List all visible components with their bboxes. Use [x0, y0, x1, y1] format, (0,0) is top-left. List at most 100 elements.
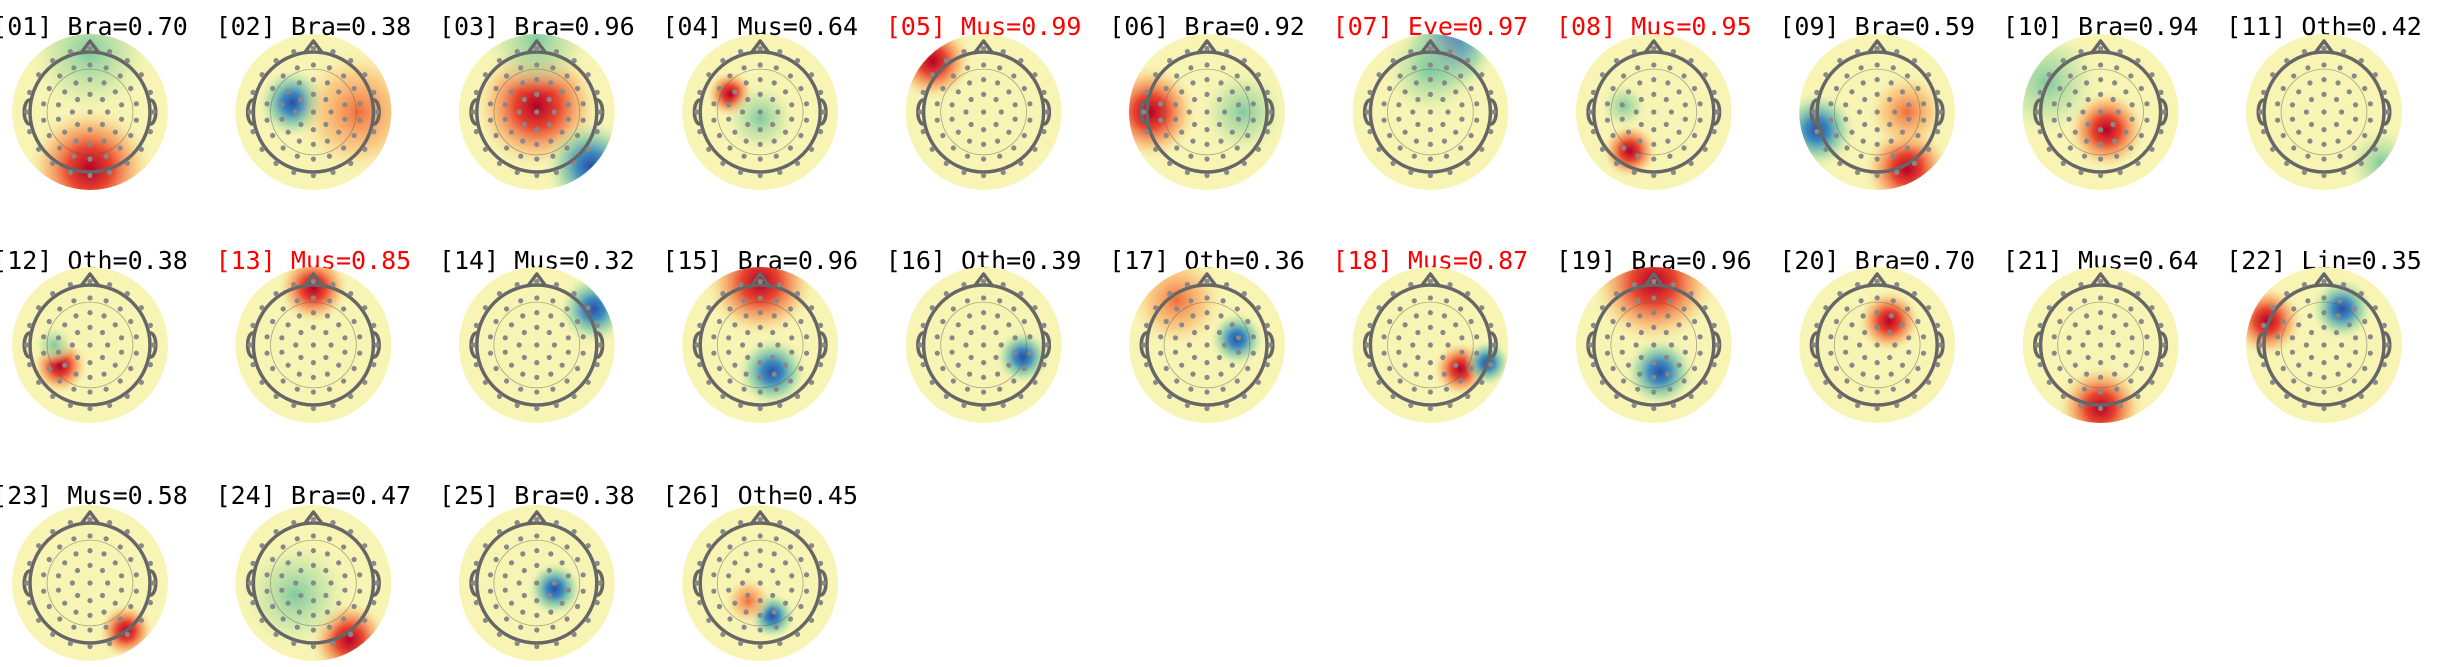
electrode — [73, 609, 79, 615]
electrode — [711, 588, 717, 594]
electrode — [342, 335, 348, 341]
electrode — [2098, 109, 2104, 115]
electrode — [2046, 72, 2052, 78]
electrode — [74, 96, 81, 103]
electrode — [757, 360, 763, 366]
electrode — [496, 631, 503, 637]
electrode — [1190, 313, 1196, 319]
electrode — [2123, 362, 2129, 368]
electrode — [1006, 322, 1012, 328]
electrode — [1874, 45, 1880, 52]
electrode — [1250, 334, 1256, 340]
electrode — [585, 146, 591, 152]
electrode — [757, 62, 763, 68]
electrode — [62, 362, 68, 368]
electrode — [67, 169, 73, 175]
electrode — [1174, 73, 1180, 79]
electrode — [73, 371, 79, 377]
electrode — [36, 72, 42, 78]
electrode — [770, 354, 776, 361]
electrode — [2270, 305, 2276, 311]
electrode — [1637, 80, 1643, 86]
head-outline — [475, 283, 599, 407]
electrode — [966, 138, 973, 144]
topomap — [12, 267, 168, 423]
electrode — [1697, 350, 1703, 356]
electrode — [2072, 322, 2078, 328]
electrode — [2135, 393, 2141, 399]
head-outline — [28, 283, 152, 407]
electrode — [757, 310, 763, 316]
electrode — [2037, 89, 2043, 95]
electrode — [2158, 129, 2164, 135]
electrode — [1241, 291, 1247, 297]
electrode — [1620, 145, 1627, 151]
electrode — [1465, 160, 1471, 166]
electrode — [1625, 89, 1632, 95]
electrode — [1651, 62, 1657, 68]
electrode — [1413, 313, 1419, 319]
electrode — [57, 544, 63, 550]
electrode — [585, 617, 591, 623]
contour — [2280, 68, 2368, 156]
electrode — [2128, 145, 2134, 151]
electrode — [2335, 313, 2341, 319]
electrode — [1224, 282, 1230, 288]
electrode — [757, 127, 763, 133]
electrode — [808, 72, 815, 78]
electrode — [371, 600, 377, 606]
electrode — [787, 378, 794, 384]
electrode — [2135, 58, 2141, 64]
electrode — [324, 371, 331, 377]
electrode — [2138, 132, 2144, 139]
electrode — [1174, 378, 1180, 384]
electrode — [1844, 306, 1850, 312]
nose — [749, 39, 771, 55]
electrode — [342, 587, 348, 593]
electrode — [69, 109, 75, 115]
electrode — [726, 102, 732, 108]
electrode — [789, 116, 795, 122]
electrode — [955, 322, 961, 328]
electrode — [2098, 389, 2104, 395]
electrode — [551, 342, 558, 348]
electrode — [2351, 306, 2357, 312]
electrode — [514, 640, 520, 646]
electrode — [294, 153, 300, 159]
electrode — [1676, 362, 1682, 368]
electrode — [1222, 109, 1228, 115]
electrode — [697, 560, 703, 566]
electrode — [1158, 350, 1164, 356]
electrode — [74, 592, 81, 599]
electrode — [330, 282, 336, 288]
electrode — [112, 362, 118, 368]
electrode — [279, 587, 285, 593]
electrode — [1443, 298, 1450, 304]
electrode — [981, 77, 987, 83]
electrode — [1408, 49, 1414, 55]
electrode — [1427, 389, 1433, 395]
electrode — [1849, 129, 1855, 135]
topomap — [458, 267, 615, 423]
electrode — [1167, 160, 1173, 166]
electrode — [2081, 65, 2088, 71]
electrode — [1204, 77, 1210, 83]
electrode — [87, 310, 93, 316]
electrode — [1158, 117, 1164, 123]
electrode — [496, 529, 503, 535]
electrode — [1204, 278, 1210, 285]
contour — [940, 301, 1027, 389]
electrode — [2085, 329, 2091, 336]
electrode — [103, 386, 109, 392]
electrode — [550, 386, 556, 392]
electrode — [559, 129, 565, 135]
electrode — [968, 96, 974, 103]
electrode — [564, 145, 570, 151]
electrode — [310, 77, 316, 83]
field-blob — [1858, 289, 1921, 353]
electrode — [1367, 89, 1373, 95]
electrode — [362, 72, 368, 78]
electrode — [1402, 129, 1408, 135]
electrode — [1220, 65, 1226, 71]
electrode — [534, 360, 540, 366]
